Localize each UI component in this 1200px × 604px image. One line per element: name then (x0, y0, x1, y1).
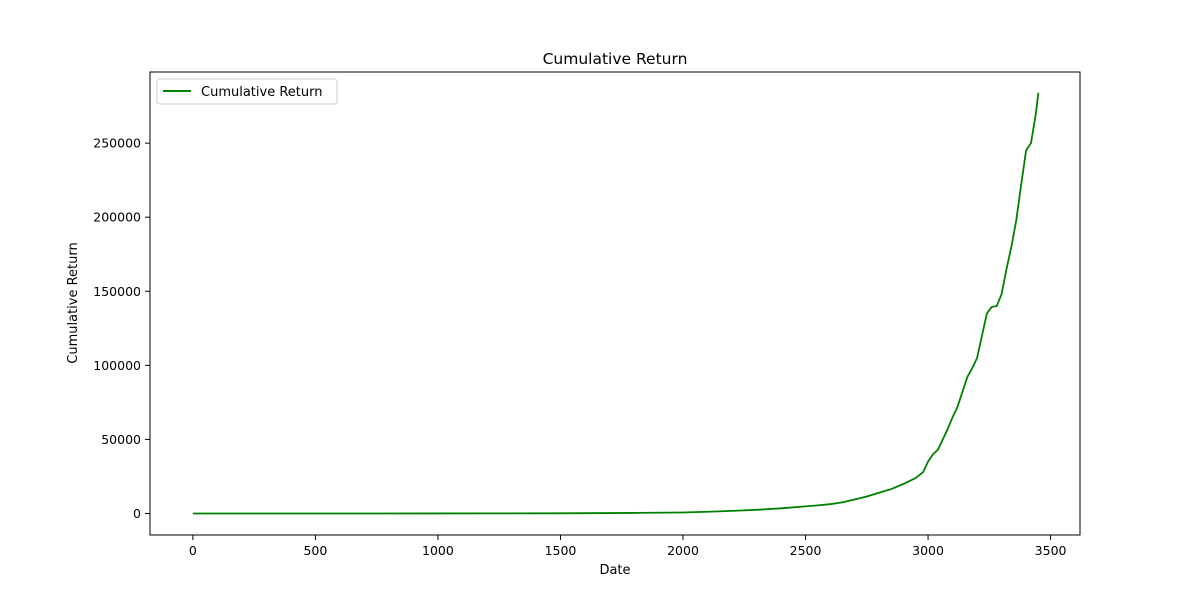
x-axis-label: Date (599, 563, 630, 578)
x-tick-label: 500 (303, 543, 327, 558)
y-tick-label: 150000 (93, 284, 141, 299)
legend-frame (156, 78, 338, 105)
y-tick-label: 50000 (101, 432, 141, 447)
legend-label-cumulative-return: Cumulative Return (201, 85, 322, 100)
x-tick-label: 2500 (790, 543, 822, 558)
x-tick-label: 3500 (1035, 543, 1067, 558)
chart-title: Cumulative Return (543, 50, 688, 68)
y-tick-label: 250000 (93, 136, 141, 151)
x-tick-label: 1500 (545, 543, 577, 558)
x-tick-label: 3000 (912, 543, 944, 558)
series-line-cumulative-return (192, 92, 1040, 515)
x-tick-label: 1000 (422, 543, 454, 558)
legend: Cumulative Return (156, 78, 338, 105)
axes-frame (149, 71, 1081, 536)
y-tick-label: 0 (133, 506, 141, 521)
y-tick-label: 100000 (93, 358, 141, 373)
x-tick-label: 0 (189, 543, 197, 558)
y-axis-label: Cumulative Return (66, 242, 81, 363)
y-tick-label: 200000 (93, 210, 141, 225)
plot-area: 0 500 1000 1500 2000 2500 3000 3500 0 50000 100000… (93, 71, 1081, 558)
x-tick-label: 2000 (667, 543, 699, 558)
